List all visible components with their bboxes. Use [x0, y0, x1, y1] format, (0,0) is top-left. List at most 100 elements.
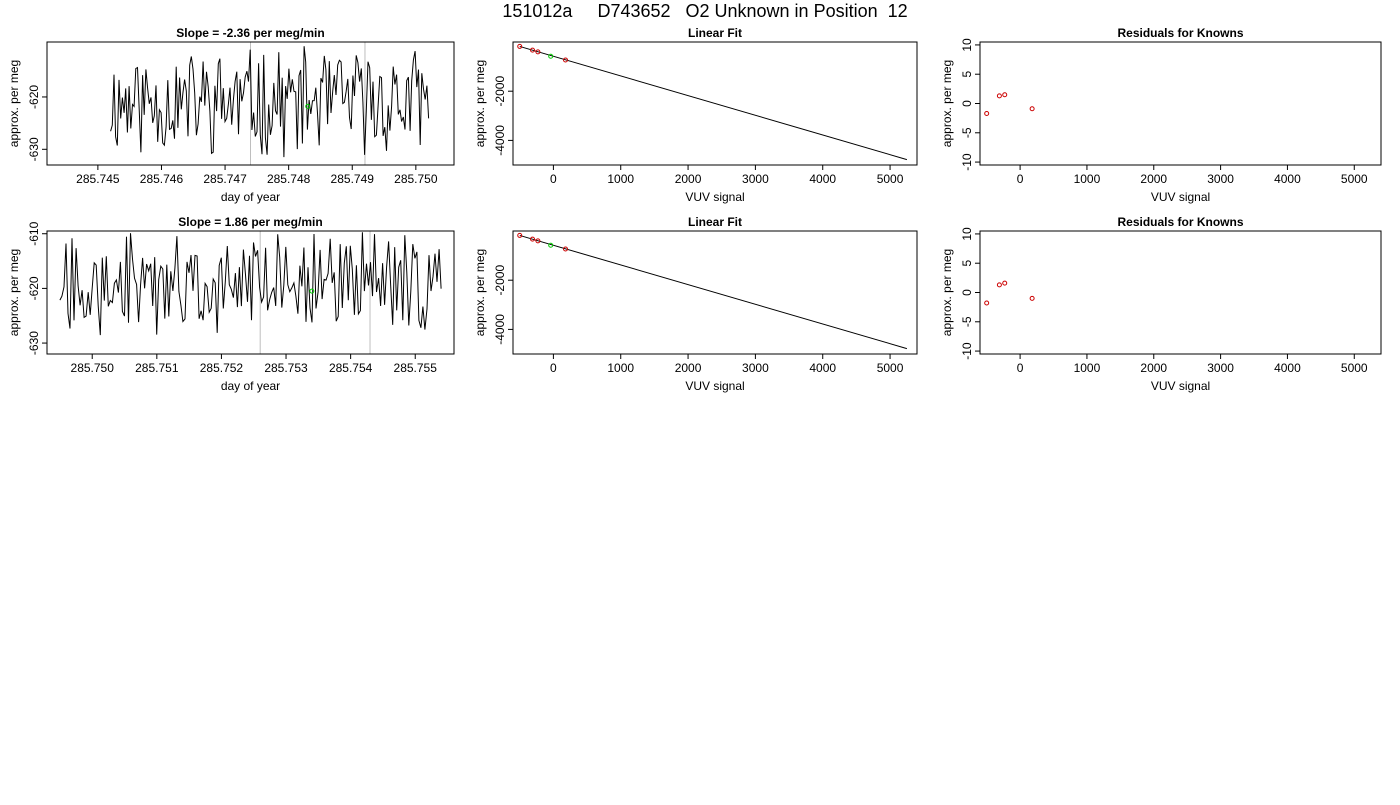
y-tick-label: -610 [27, 221, 41, 245]
panel-r2c3: Residuals for Knowns 0 1000 2000 3000 4000 500… [940, 215, 1382, 393]
panel-r1c3: Residuals for Knowns 0 1000 2000 3000 4000 500… [940, 26, 1382, 204]
y-axis-label: approx. per meg [7, 249, 21, 336]
y-axis-label: approx. per meg [940, 249, 954, 336]
x-tick-label: 3000 [1207, 361, 1234, 375]
x-tick-label: 285.745 [76, 172, 120, 186]
y-tick-label: -620 [27, 276, 41, 300]
x-tick-label: 2000 [675, 361, 702, 375]
panel-r2c2: Linear Fit 0 1000 2000 3000 4000 5000 -2000 -400… [473, 215, 918, 393]
series-trace [110, 46, 430, 158]
x-tick-label: 285.747 [203, 172, 247, 186]
y-axis-label: approx. per meg [473, 60, 487, 147]
x-tick-label: 1000 [1074, 361, 1101, 375]
x-tick-label: 285.754 [329, 361, 373, 375]
unknown-point [309, 288, 315, 294]
panel-data-layer [984, 92, 1035, 116]
y-tick-label: -2000 [493, 265, 507, 296]
known-point [996, 93, 1002, 99]
known-point [1029, 106, 1035, 112]
known-point [530, 236, 536, 242]
y-tick-label: -630 [27, 137, 41, 161]
panel-title: Linear Fit [688, 215, 742, 229]
fit-line [519, 234, 908, 350]
x-tick-label: 4000 [809, 361, 836, 375]
y-tick-label: -4000 [493, 125, 507, 156]
x-tick-label: 2000 [1140, 361, 1167, 375]
unknown-point [548, 242, 554, 248]
x-tick-label: 5000 [1341, 172, 1368, 186]
x-tick-label: 0 [550, 172, 557, 186]
x-tick-label: 3000 [1207, 172, 1234, 186]
fit-line [519, 45, 908, 161]
plot-frame [46, 41, 455, 166]
panel-data-layer [110, 42, 430, 165]
unknown-point [548, 53, 554, 59]
x-tick-label: 1000 [607, 361, 634, 375]
panel-r2c1: Slope = 1.86 per meg/min 285.750 285.751 28… [7, 215, 455, 393]
plot-frame [512, 41, 918, 166]
x-axis-label: VUV signal [1151, 379, 1210, 393]
y-tick-label: 0 [960, 289, 974, 296]
y-axis-label: approx. per meg [473, 249, 487, 336]
x-tick-label: 3000 [742, 361, 769, 375]
x-axis-label: day of year [221, 379, 280, 393]
x-tick-label: 285.753 [264, 361, 308, 375]
x-tick-label: 2000 [1140, 172, 1167, 186]
known-point [984, 110, 990, 116]
y-tick-label: -4000 [493, 314, 507, 345]
x-axis-label: VUV signal [685, 379, 744, 393]
y-tick-label: -2000 [493, 76, 507, 107]
panel-title: Linear Fit [688, 26, 742, 40]
panel-data-layer [517, 43, 908, 161]
x-tick-label: 3000 [742, 172, 769, 186]
x-tick-label: 0 [1017, 172, 1024, 186]
known-point [1002, 280, 1008, 286]
plot-frame [979, 230, 1382, 355]
x-axis-label: VUV signal [1151, 190, 1210, 204]
x-tick-label: 1000 [607, 172, 634, 186]
y-tick-label: 0 [960, 100, 974, 107]
x-tick-label: 4000 [1274, 172, 1301, 186]
x-tick-label: 285.749 [331, 172, 375, 186]
panel-title: Residuals for Knowns [1117, 26, 1243, 40]
known-point [563, 57, 569, 63]
panel-r1c1: Slope = -2.36 per meg/min 285.745 285.746 2… [7, 26, 455, 204]
known-point [517, 43, 523, 49]
known-point [517, 232, 523, 238]
y-tick-label: -620 [27, 85, 41, 109]
x-tick-label: 5000 [877, 361, 904, 375]
known-point [530, 47, 536, 53]
y-tick-label: 5 [960, 71, 974, 78]
x-axis-label: VUV signal [685, 190, 744, 204]
panel-data-layer [517, 232, 908, 350]
y-tick-label: -10 [960, 342, 974, 360]
panel-title: Slope = -2.36 per meg/min [176, 26, 324, 40]
x-tick-label: 285.746 [140, 172, 184, 186]
x-tick-label: 4000 [1274, 361, 1301, 375]
x-tick-label: 285.748 [267, 172, 311, 186]
x-tick-label: 5000 [1341, 361, 1368, 375]
y-tick-label: -10 [960, 153, 974, 171]
y-axis-label: approx. per meg [7, 60, 21, 147]
panel-title: Slope = 1.86 per meg/min [178, 215, 322, 229]
y-tick-label: -5 [960, 127, 974, 138]
x-tick-label: 285.755 [394, 361, 438, 375]
x-axis-label: day of year [221, 190, 280, 204]
x-tick-label: 2000 [675, 172, 702, 186]
series-trace [59, 232, 442, 336]
x-tick-label: 285.750 [394, 172, 438, 186]
plot-frame [46, 230, 455, 355]
known-point [535, 238, 541, 244]
known-point [535, 49, 541, 55]
x-tick-label: 4000 [809, 172, 836, 186]
plot-frame [979, 41, 1382, 166]
known-point [1002, 92, 1008, 98]
known-point [996, 282, 1002, 288]
panel-r1c2: Linear Fit 0 1000 2000 3000 4000 5000 -2000 -400… [473, 26, 918, 204]
y-tick-label: -5 [960, 316, 974, 327]
y-tick-label: 10 [960, 38, 974, 52]
known-point [984, 300, 990, 306]
y-tick-label: 10 [960, 227, 974, 241]
known-point [563, 246, 569, 252]
